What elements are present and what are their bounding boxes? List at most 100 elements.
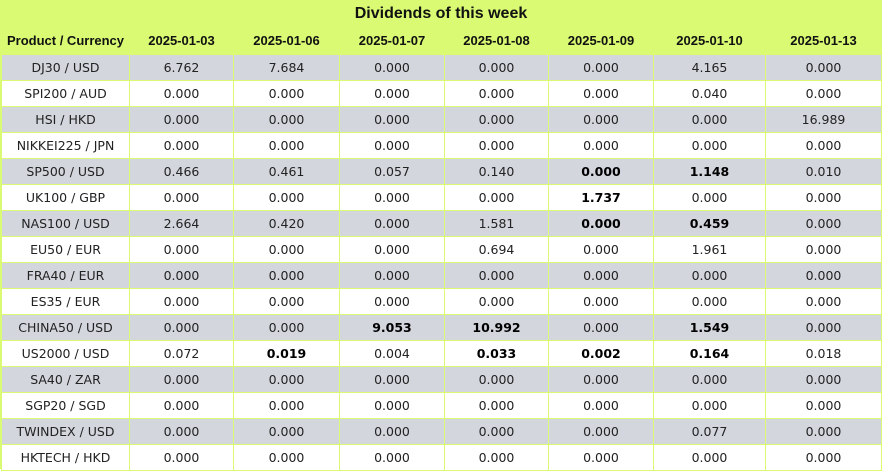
table-header-row: Product / Currency 2025-01-03 2025-01-06… [1,26,882,55]
dividend-value-cell: 0.000 [339,444,445,471]
dividend-value-cell: 0.000 [129,288,234,315]
dividend-value-cell: 0.057 [339,158,445,185]
header-date: 2025-01-06 [233,26,340,55]
dividend-value-cell: 0.072 [129,340,234,367]
dividend-value-cell: 0.000 [765,288,882,315]
dividend-value-cell: 0.000 [653,132,766,159]
dividend-value-cell: 0.000 [129,262,234,289]
dividend-value-cell: 0.000 [653,444,766,471]
dividend-value-cell: 0.000 [444,54,549,81]
dividend-value-cell: 0.000 [548,288,654,315]
header-date: 2025-01-03 [129,26,234,55]
table-row: FRA40 / EUR 0.000 0.000 0.000 0.000 0.000 0.00… [1,262,882,289]
dividend-value-cell: 0.000 [339,236,445,263]
dividend-value-cell: 1.549 [653,314,766,341]
dividend-value-cell: 1.737 [548,184,654,211]
dividend-value-cell: 0.000 [233,106,340,133]
table-row: SP500 / USD 0.466 0.461 0.057 0.140 0.000 1.14… [1,158,882,185]
dividend-value-cell: 0.000 [653,366,766,393]
product-cell: SGP20 / SGD [1,392,130,419]
dividend-value-cell: 0.000 [653,288,766,315]
dividend-value-cell: 0.000 [548,236,654,263]
dividend-value-cell: 1.148 [653,158,766,185]
product-cell: FRA40 / EUR [1,262,130,289]
dividend-value-cell: 16.989 [765,106,882,133]
product-cell: UK100 / GBP [1,184,130,211]
table-row: US2000 / USD 0.072 0.019 0.004 0.033 0.002 0.1… [1,340,882,367]
dividend-value-cell: 0.000 [548,418,654,445]
product-cell: US2000 / USD [1,340,130,367]
dividend-value-cell: 0.000 [653,262,766,289]
product-cell: NIKKEI225 / JPN [1,132,130,159]
table-row: SGP20 / SGD 0.000 0.000 0.000 0.000 0.000 0.00… [1,392,882,419]
dividend-value-cell: 0.000 [233,132,340,159]
table-row: ES35 / EUR 0.000 0.000 0.000 0.000 0.000 0.000… [1,288,882,315]
dividend-value-cell: 4.165 [653,54,766,81]
dividend-value-cell: 10.992 [444,314,549,341]
dividend-value-cell: 0.000 [444,262,549,289]
dividend-value-cell: 0.140 [444,158,549,185]
dividend-value-cell: 0.000 [233,392,340,419]
header-date: 2025-01-10 [653,26,766,55]
dividend-value-cell: 0.000 [233,366,340,393]
panel-title: Dividends of this week [354,5,528,22]
dividend-value-cell: 0.000 [233,80,340,107]
dividend-value-cell: 0.000 [339,132,445,159]
dividend-value-cell: 0.000 [653,392,766,419]
dividend-value-cell: 0.459 [653,210,766,237]
dividend-value-cell: 0.000 [339,288,445,315]
dividend-value-cell: 0.000 [444,80,549,107]
dividend-value-cell: 0.000 [765,132,882,159]
dividend-value-cell: 0.000 [444,418,549,445]
dividend-value-cell: 0.461 [233,158,340,185]
table-row: SA40 / ZAR 0.000 0.000 0.000 0.000 0.000 0.000… [1,366,882,393]
dividend-value-cell: 0.000 [129,236,234,263]
dividend-value-cell: 0.000 [444,106,549,133]
dividend-value-cell: 0.077 [653,418,766,445]
product-cell: SA40 / ZAR [1,366,130,393]
dividend-value-cell: 0.000 [548,262,654,289]
dividend-value-cell: 0.000 [129,392,234,419]
dividend-value-cell: 0.000 [548,158,654,185]
product-cell: CHINA50 / USD [1,314,130,341]
dividend-value-cell: 1.581 [444,210,549,237]
dividend-value-cell: 0.000 [339,184,445,211]
product-cell: HKTECH / HKD [1,444,130,471]
dividend-value-cell: 2.664 [129,210,234,237]
dividend-value-cell: 0.000 [548,132,654,159]
dividend-value-cell: 0.000 [233,236,340,263]
dividend-value-cell: 0.000 [653,184,766,211]
table-row: SPI200 / AUD 0.000 0.000 0.000 0.000 0.000 0.0… [1,80,882,107]
dividend-value-cell: 0.000 [339,418,445,445]
product-cell: ES35 / EUR [1,288,130,315]
dividend-value-cell: 0.000 [339,366,445,393]
dividend-value-cell: 0.000 [765,210,882,237]
header-date: 2025-01-09 [548,26,654,55]
dividend-value-cell: 0.000 [765,80,882,107]
dividend-value-cell: 0.000 [444,184,549,211]
dividend-value-cell: 0.000 [129,132,234,159]
dividend-value-cell: 0.000 [548,210,654,237]
dividend-value-cell: 0.420 [233,210,340,237]
header-date: 2025-01-08 [444,26,549,55]
header-date: 2025-01-13 [765,26,882,55]
dividend-value-cell: 0.000 [765,184,882,211]
product-cell: SP500 / USD [1,158,130,185]
dividend-value-cell: 0.466 [129,158,234,185]
dividend-value-cell: 0.000 [765,54,882,81]
dividend-value-cell: 0.000 [129,80,234,107]
dividend-value-cell: 0.000 [548,80,654,107]
product-cell: DJ30 / USD [1,54,130,81]
table-row: HKTECH / HKD 0.000 0.000 0.000 0.000 0.000 0.0… [1,444,882,471]
table-row: TWINDEX / USD 0.000 0.000 0.000 0.000 0.000 0.… [1,418,882,445]
dividend-value-cell: 0.164 [653,340,766,367]
dividend-value-cell: 0.000 [233,288,340,315]
table-row: UK100 / GBP 0.000 0.000 0.000 0.000 1.737 0.00… [1,184,882,211]
dividend-value-cell: 0.000 [233,418,340,445]
dividend-value-cell: 0.000 [548,314,654,341]
dividend-value-cell: 6.762 [129,54,234,81]
dividend-value-cell: 0.018 [765,340,882,367]
dividends-table: Product / Currency 2025-01-03 2025-01-06… [1,26,882,471]
table-body: DJ30 / USD 6.762 7.684 0.000 0.000 0.000 4.165… [1,54,882,471]
dividend-value-cell: 0.000 [765,262,882,289]
